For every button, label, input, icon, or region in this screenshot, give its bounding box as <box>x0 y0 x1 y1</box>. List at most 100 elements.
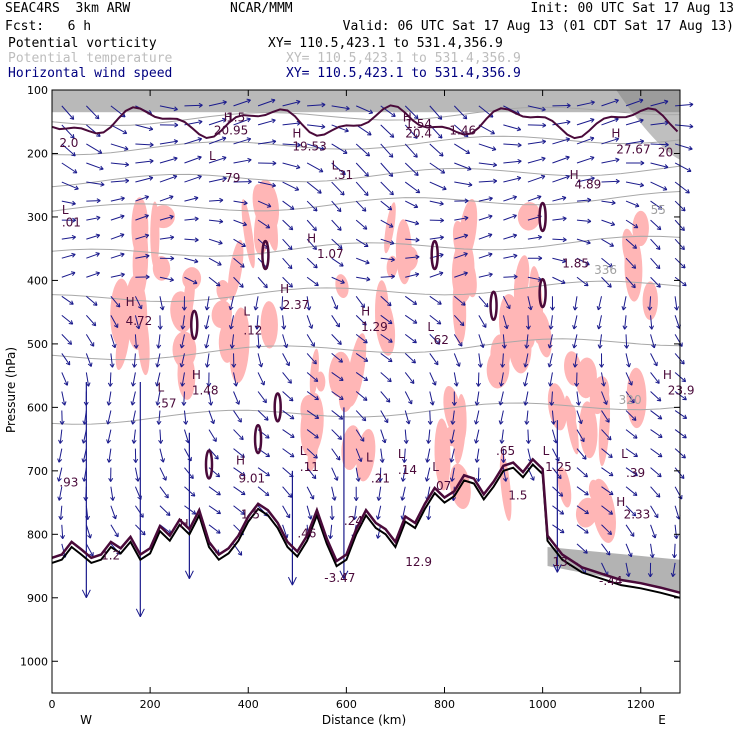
wind-arrowhead <box>584 529 589 534</box>
wind-arrowhead <box>631 264 637 269</box>
wind-arrowhead <box>442 185 447 191</box>
wind-arrowhead <box>524 420 530 425</box>
wind-arrowhead <box>624 344 630 349</box>
wind-arrowhead <box>657 472 662 478</box>
pv-shading-patch <box>328 351 352 397</box>
wind-vector <box>355 162 369 177</box>
wind-vector <box>478 124 495 135</box>
wind-arrowhead <box>122 129 128 135</box>
wind-arrowhead <box>81 439 87 444</box>
wind-arrowhead <box>170 255 175 261</box>
theta-isoline <box>51 106 681 127</box>
wind-arrowhead <box>174 122 179 128</box>
wind-arrowhead <box>513 253 518 259</box>
wind-arrowhead <box>329 515 335 521</box>
contour-label: H <box>403 111 412 125</box>
wind-arrowhead <box>388 357 393 363</box>
wind-vector <box>576 199 591 202</box>
y-tick-label: 800 <box>27 528 48 541</box>
wind-vector <box>281 296 284 311</box>
wind-vector <box>282 219 294 231</box>
wind-vector <box>110 273 125 278</box>
wind-arrowhead <box>189 474 194 479</box>
wind-arrowhead <box>582 455 587 460</box>
wind-arrowhead <box>682 434 687 439</box>
wind-vector <box>282 200 295 210</box>
contour-label: 4.72 <box>126 314 153 328</box>
wind-vector <box>110 315 119 328</box>
wind-arrowhead <box>622 325 628 330</box>
contour-label: 23.9 <box>668 384 695 398</box>
wind-vector <box>625 99 644 107</box>
wind-vector <box>650 543 654 558</box>
wind-arrowhead <box>488 214 493 220</box>
wind-arrowhead <box>173 106 178 112</box>
wind-vector <box>134 467 139 482</box>
wind-vector <box>451 467 455 482</box>
wind-vector <box>110 233 125 240</box>
wind-arrowhead <box>455 362 461 367</box>
wind-arrowhead <box>265 452 271 458</box>
wind-arrowhead <box>108 477 114 482</box>
wind-vector <box>453 372 458 387</box>
wind-vector <box>306 467 317 480</box>
wind-arrowhead <box>141 530 146 536</box>
wind-vector <box>527 195 542 202</box>
wind-arrowhead <box>58 515 64 520</box>
wind-arrowhead <box>561 279 566 285</box>
wind-arrowhead <box>312 245 317 251</box>
wind-vector <box>355 353 368 362</box>
contour-label: H <box>180 517 189 531</box>
wind-vector <box>134 505 144 518</box>
wind-arrowhead <box>124 145 129 151</box>
contour-label: 1.5 <box>241 507 260 521</box>
wind-vector <box>674 315 681 329</box>
wind-vector <box>282 467 294 478</box>
wind-vector <box>454 272 468 278</box>
wind-vector <box>156 372 161 387</box>
wind-arrowhead <box>537 234 543 240</box>
wind-vector <box>61 253 76 259</box>
wind-vector <box>650 429 663 438</box>
contour-label: 20.4 <box>405 127 432 141</box>
wind-vectors <box>56 98 694 618</box>
wind-vector <box>625 219 639 229</box>
wind-vector <box>576 448 587 460</box>
wind-arrowhead <box>657 415 663 420</box>
wind-arrowhead <box>682 281 687 287</box>
wind-arrowhead <box>156 344 162 349</box>
wind-vector <box>180 334 185 349</box>
wind-vector <box>233 219 247 226</box>
contour-label: .62 <box>430 333 449 347</box>
wind-arrowhead <box>655 264 661 270</box>
wind-vector <box>552 175 570 183</box>
wind-arrowhead <box>664 164 669 169</box>
wind-arrowhead <box>584 281 589 287</box>
wind-arrowhead <box>548 325 554 330</box>
wind-arrowhead <box>180 382 186 387</box>
wind-arrowhead <box>500 458 506 463</box>
wind-vector <box>86 295 98 306</box>
contour-label: -.44 <box>599 574 622 588</box>
wind-arrowhead <box>685 189 690 194</box>
wind-vector <box>429 314 442 325</box>
wind-vector <box>184 505 197 515</box>
wind-vector <box>110 180 129 183</box>
wind-vector <box>478 253 493 259</box>
wind-vector <box>624 315 627 330</box>
wind-arrowhead <box>482 323 487 328</box>
wind-arrowhead <box>231 363 237 368</box>
wind-arrowhead <box>130 420 136 425</box>
wind-arrowhead <box>254 325 260 330</box>
wind-vector <box>257 219 270 229</box>
wind-vector <box>380 200 392 211</box>
wind-arrowhead <box>306 306 312 311</box>
wind-vector <box>181 372 185 387</box>
wind-vector <box>454 252 468 259</box>
wind-arrowhead <box>474 401 480 406</box>
wind-arrowhead <box>149 142 154 148</box>
wind-arrowhead <box>341 170 346 176</box>
wind-vector <box>451 410 455 425</box>
wind-arrowhead <box>562 258 567 264</box>
